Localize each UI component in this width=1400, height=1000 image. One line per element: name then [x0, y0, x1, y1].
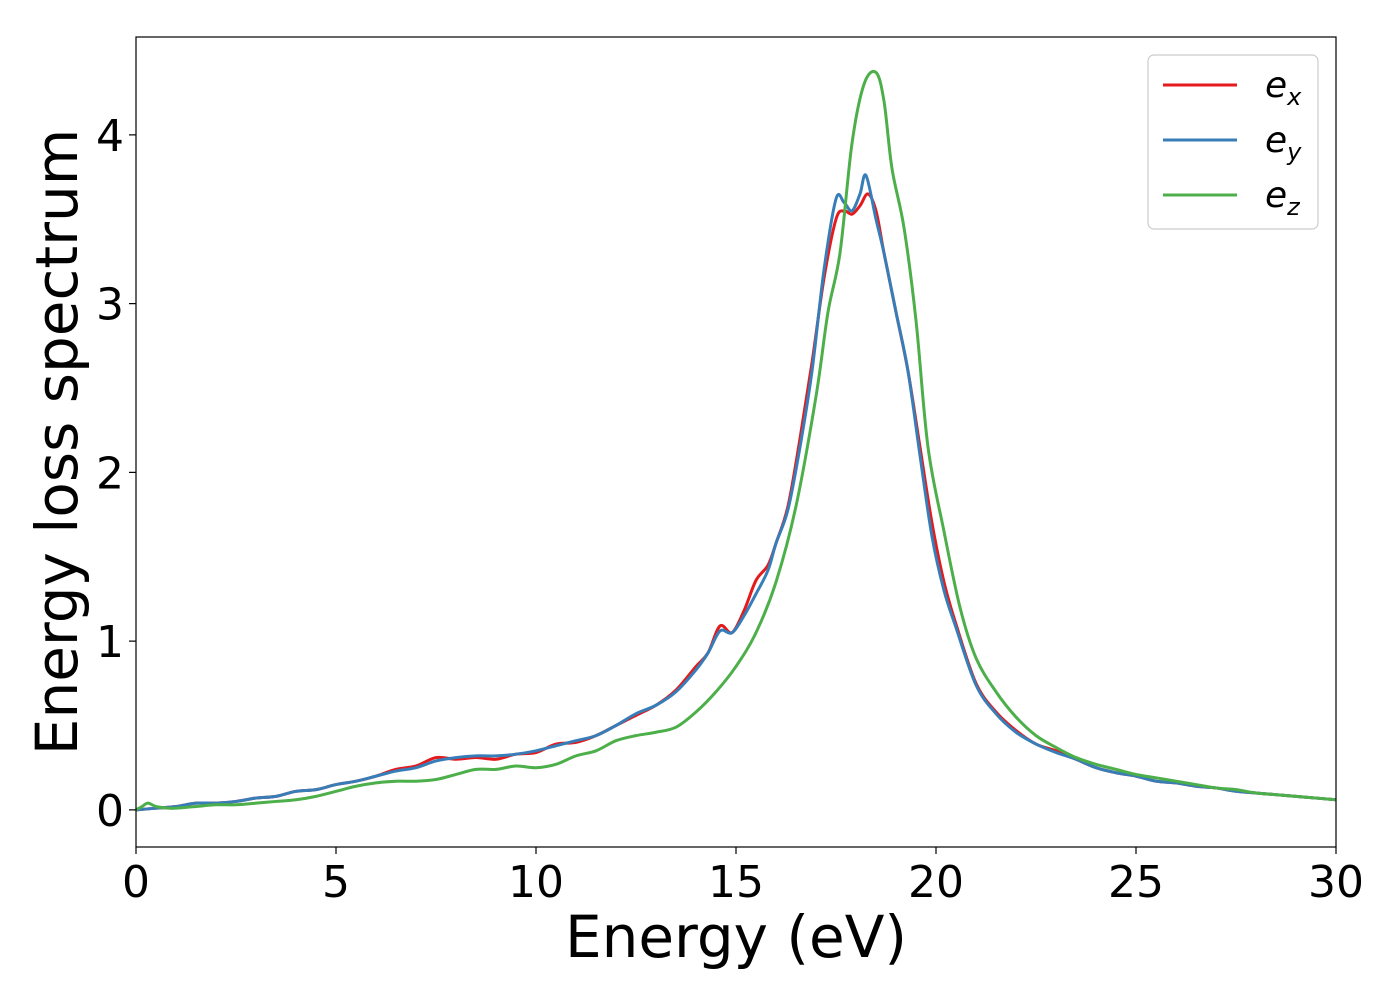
x-tick-label: 30: [1308, 857, 1364, 908]
y-axis: 0 1 2 3 4: [96, 111, 136, 837]
x-axis-title: Energy (eV): [565, 903, 907, 971]
series-line-z: [136, 69, 1336, 812]
y-axis-title: Energy loss spectrum: [23, 129, 91, 755]
x-tick-label: 10: [508, 857, 564, 908]
x-tick-label: 20: [908, 857, 964, 908]
series-layer: [136, 69, 1336, 812]
y-tick-label: 1: [96, 617, 124, 668]
y-tick-label: 2: [96, 448, 124, 499]
y-tick-label: 3: [96, 280, 124, 331]
x-tick-label: 0: [122, 857, 150, 908]
legend: ex ey ez: [1147, 54, 1319, 230]
legend-label-x: ex: [1265, 65, 1302, 111]
legend-label-z: ez: [1265, 175, 1301, 221]
legend-box: [1147, 54, 1319, 230]
y-tick-label: 0: [96, 786, 124, 837]
x-tick-label: 15: [708, 857, 764, 908]
y-tick-label: 4: [96, 111, 124, 162]
x-tick-label: 5: [322, 857, 350, 908]
x-tick-label: 25: [1108, 857, 1164, 908]
series-line-y: [136, 173, 1336, 812]
legend-label-y: ey: [1265, 120, 1302, 166]
x-axis: 0 5 10 15 20 25 30: [122, 847, 1364, 908]
